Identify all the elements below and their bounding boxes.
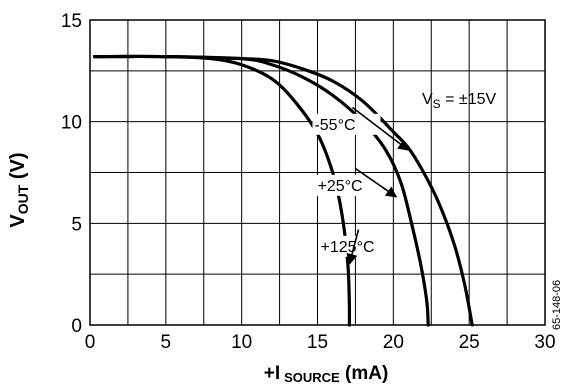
x-tick-label: 20: [383, 332, 404, 353]
series-line-plus125c: [92, 54, 352, 327]
annotation-layer: -55°C +25°C +125°C: [312, 106, 410, 266]
x-axis-label-unit: (mA): [340, 363, 389, 384]
x-tick-label: 25: [459, 332, 480, 353]
series-line-minus55c: [92, 54, 474, 327]
y-tick-label: 5: [71, 214, 82, 235]
annotation-label-bg-plus125c: [318, 235, 387, 257]
y-axis-label: VOUT (V): [7, 152, 31, 227]
y-tick-label: 15: [61, 11, 82, 32]
annotation-label-minus55c: -55°C: [314, 117, 355, 134]
annotation-label-plus25c: +25°C: [318, 178, 363, 195]
plot-border: [89, 19, 546, 326]
supply-voltage-label: VS = ±15V: [422, 91, 497, 111]
annotation-label-bg-plus25c: [315, 174, 384, 196]
x-tick-label: 15: [307, 332, 328, 353]
x-tick-label: 0: [85, 332, 96, 353]
y-tick-label: 0: [71, 316, 82, 337]
annotation-arrow-minus55c: [351, 106, 410, 151]
plot-frame: [89, 19, 546, 326]
tick-labels: 0 5 10 15 20 25 30 0 5 10 15: [61, 11, 556, 353]
annotation-arrow-plus125c: [346, 229, 360, 266]
x-tick-label: 30: [534, 332, 555, 353]
annotation-label-plus125c: +125°C: [321, 239, 375, 256]
x-axis-label: +I SOURCE (mA): [264, 363, 389, 385]
y-tick-label: 10: [61, 113, 82, 134]
x-tick-label: 5: [161, 332, 172, 353]
annotation-label-bg-minus55c: [312, 113, 381, 135]
y-axis-label-sub: OUT: [15, 184, 31, 214]
x-axis-label-sub: SOURCE: [284, 370, 340, 385]
x-tick-label: 10: [231, 332, 252, 353]
grid: [89, 19, 546, 326]
annotation-arrow-plus25c: [355, 167, 398, 198]
y-axis-label-unit: (V): [7, 152, 29, 184]
figure-code: 65-148-06: [551, 280, 563, 330]
supply-voltage-sub: S: [433, 97, 441, 111]
supply-voltage-value: = ±15V: [441, 91, 497, 108]
series-layer: [92, 54, 474, 327]
